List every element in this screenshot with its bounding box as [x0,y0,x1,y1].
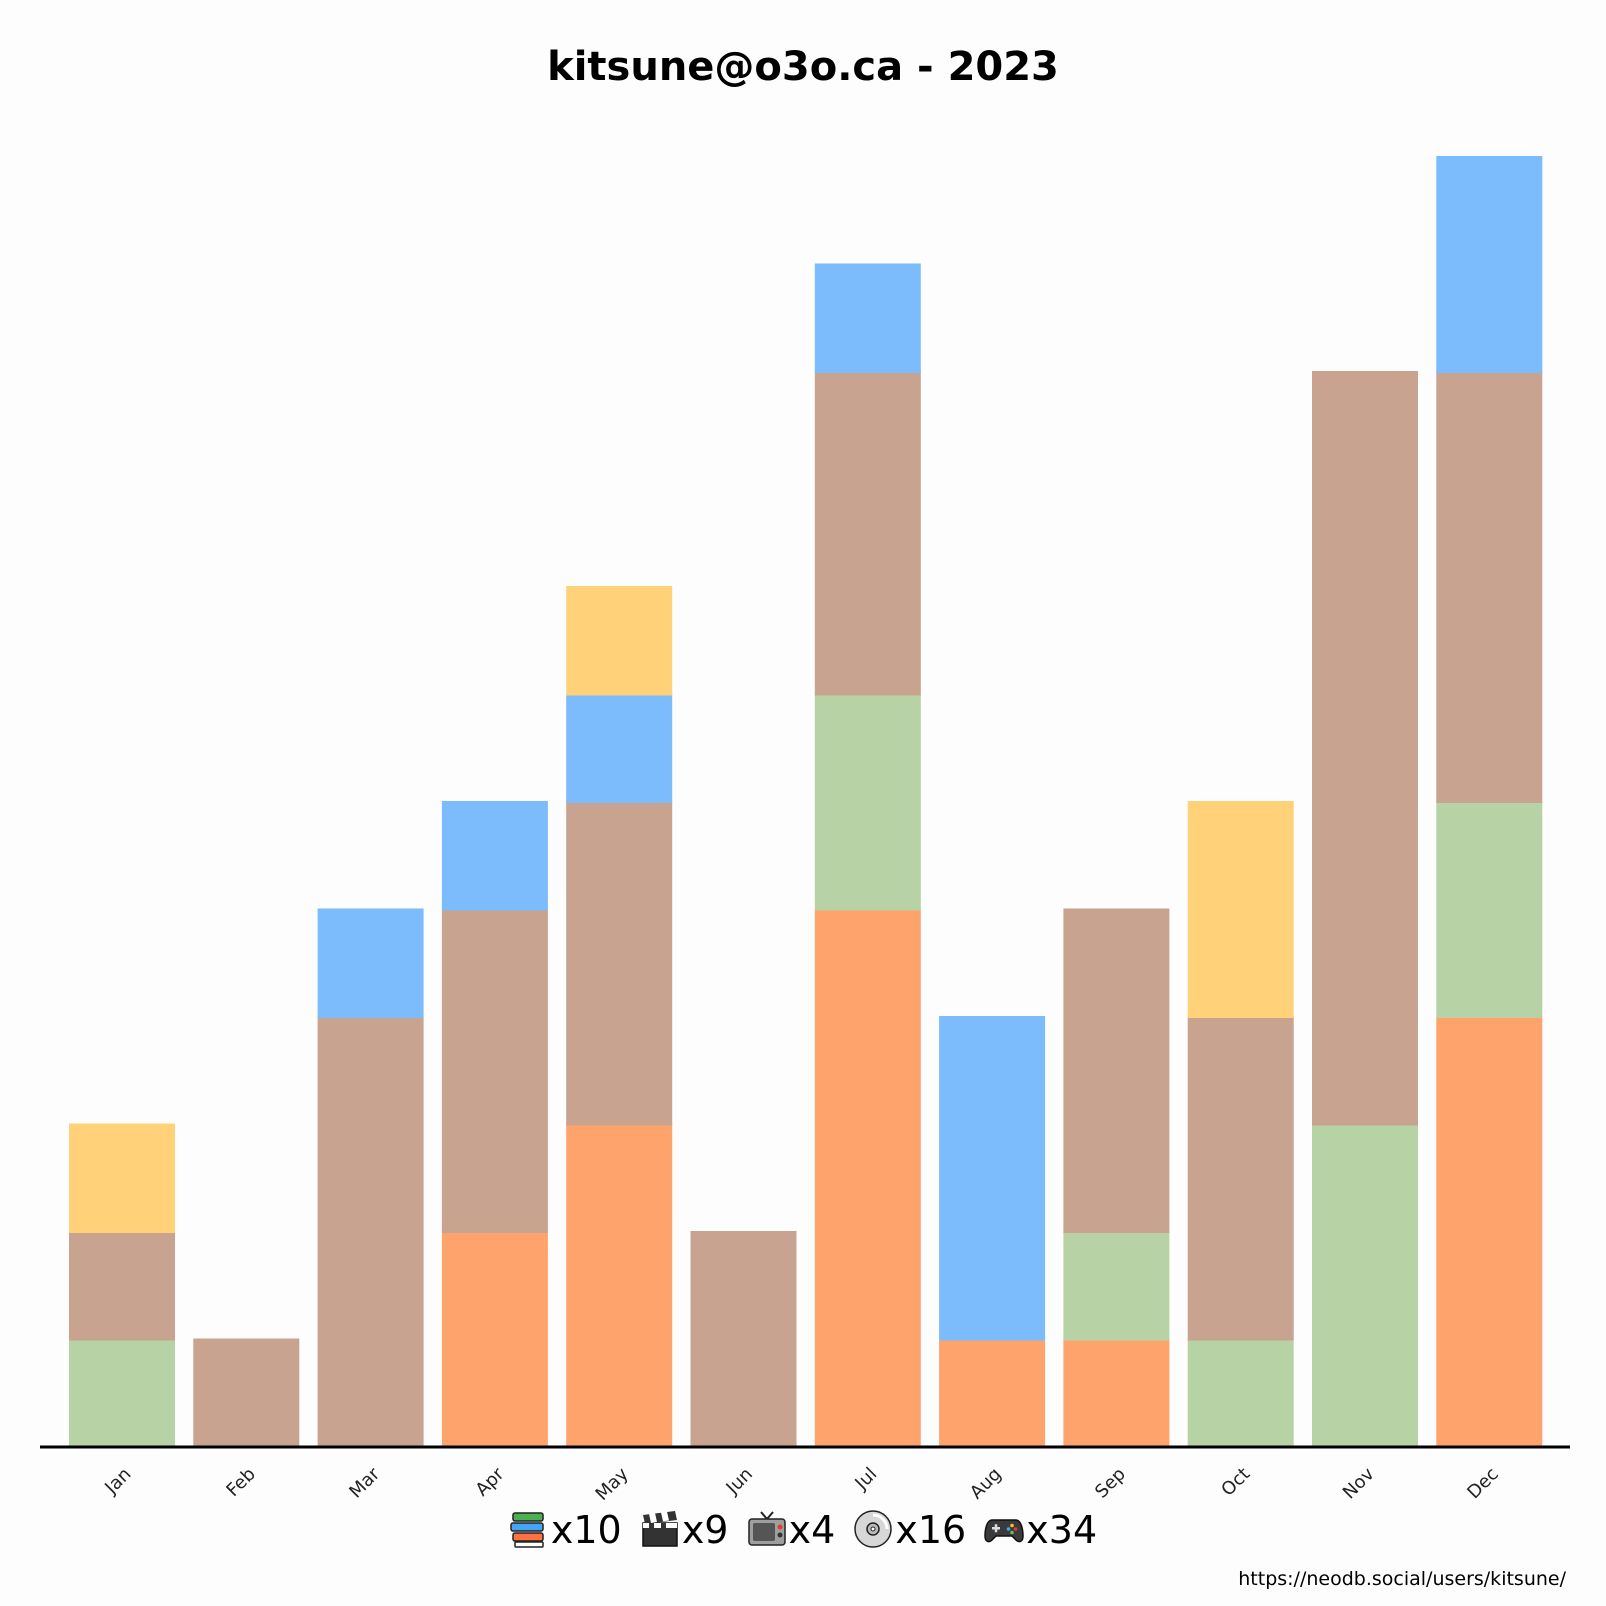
bar-apr-music [441,801,548,911]
books-icon [510,1512,544,1548]
bar-mar-music [317,908,424,1018]
bar-nov-movie [1312,1123,1418,1448]
x-tick-mar: Mar [345,1463,384,1502]
x-tick-oct: Oct [1217,1464,1254,1501]
legend-item-television: x4 [747,1508,836,1552]
bar-mar-game [317,1016,424,1448]
clapperboard-icon [642,1511,678,1547]
legend-label-books: x10 [550,1508,622,1552]
legend-item-disc: x16 [853,1508,966,1552]
legend-label-disc: x16 [895,1508,967,1552]
x-tick-sep: Sep [1091,1464,1130,1503]
bar-jul-movie [814,693,921,911]
x-tick-labels: Jan Feb Mar Apr May Jun Jul Aug Sep Oct Nov Dec [100,1463,1502,1505]
bar-may-tv [566,586,673,696]
bar-may-music [566,693,673,803]
bar-apr-game [441,908,548,1233]
x-tick-dec: Dec [1463,1464,1502,1503]
x-tick-apr: Apr [472,1463,509,1500]
legend: x10 x9 x4 x16 [0,1508,1606,1552]
bar-oct-movie [1187,1338,1294,1448]
source-url: https://neodb.social/users/kitsune/ [1238,1568,1566,1590]
bars-group [69,156,1543,1448]
bar-dec-music [1436,156,1543,373]
x-tick-jul: Jul [850,1464,881,1495]
bar-jul-music [814,263,921,373]
x-tick-jan: Jan [100,1464,135,1499]
bar-may-game [566,801,673,1126]
bar-jun-game [690,1231,797,1448]
x-tick-feb: Feb [222,1464,259,1501]
bar-oct-game [1187,1016,1294,1341]
x-tick-jun: Jun [722,1464,757,1499]
chart-title: kitsune@o3o.ca - 2023 [547,44,1059,90]
legend-item-clapperboard: x9 [640,1508,729,1552]
bar-aug-book [939,1338,1046,1448]
x-tick-nov: Nov [1339,1463,1379,1503]
legend-label-television: x4 [788,1508,836,1552]
bar-nov-game [1312,371,1418,1126]
bar-oct-tv [1187,801,1294,1018]
bar-sep-movie [1063,1231,1170,1341]
disc-icon [854,1510,893,1548]
bar-jul-game [814,371,921,696]
bar-sep-game [1063,908,1170,1233]
bar-dec-book [1436,1016,1543,1448]
bar-jul-book [814,908,921,1448]
bar-apr-book [441,1231,548,1448]
bar-jan-movie [69,1338,175,1448]
bar-may-book [566,1123,673,1448]
television-icon [747,1511,786,1546]
game-controller-icon [984,1519,1025,1543]
legend-item-books: x10 [509,1508,622,1552]
legend-label-clapperboard: x9 [681,1508,729,1552]
bar-feb-game [193,1338,300,1448]
bar-dec-movie [1436,801,1543,1018]
x-tick-may: May [592,1463,633,1504]
legend-label-game-controller: x34 [1026,1508,1098,1552]
bar-jan-tv [69,1123,175,1233]
bar-aug-music [939,1016,1046,1341]
legend-item-game-controller: x34 [984,1508,1097,1552]
bar-sep-book [1063,1338,1170,1448]
x-tick-aug: Aug [966,1464,1006,1504]
bar-jan-game [69,1231,175,1341]
bar-dec-game [1436,371,1543,803]
